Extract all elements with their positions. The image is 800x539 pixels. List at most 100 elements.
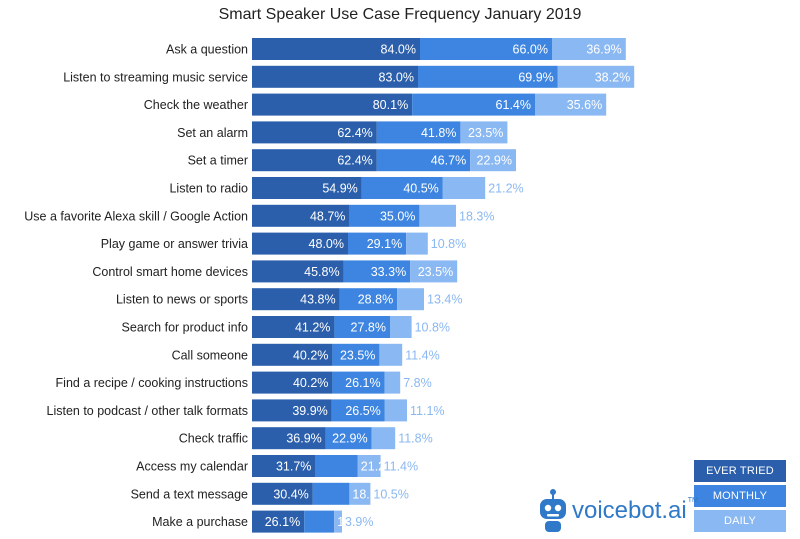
bar-segment-daily [552,38,626,60]
category-label: Call someone [172,348,248,362]
category-label: Listen to radio [169,182,248,196]
data-label: 35.6% [567,98,602,112]
category-label: Access my calendar [136,460,248,474]
data-label: 38.2% [595,70,630,84]
bar-segment-ever-tried [252,455,316,477]
data-label: 27.8% [351,321,386,335]
bar-segment-daily [379,343,403,366]
data-label: 83.0% [379,70,414,84]
logo-tm: TM [687,497,698,504]
category-label: Listen to streaming music service [63,70,248,84]
bar-segment-daily [535,93,607,116]
bar-segment-ever-tried [252,399,332,422]
data-label: 23.5% [418,265,453,279]
category-label: Send a text message [131,487,248,501]
voicebot-logo: voicebot.aiTM [536,488,698,534]
bar-segment-ever-tried [252,149,377,172]
bar-segment-daily [470,149,516,172]
data-label: 30.4% [273,487,308,501]
bar-segment-monthly [304,510,335,533]
data-label: 84.0% [381,43,416,57]
category-label: Set an alarm [177,126,248,140]
data-label: 41.8% [421,126,456,140]
data-label: 48.0% [309,237,344,251]
bar-segment-daily [419,204,456,227]
bar-segment-daily [349,482,371,505]
legend-ever-tried: EVER TRIED [694,460,786,482]
data-label: 26.1% [345,376,380,390]
bar-segment-ever-tried [252,482,313,505]
bar-segment-monthly [418,65,558,88]
bar-segment-daily [406,232,428,255]
data-label: 7.8% [403,376,432,390]
data-label: 43.8% [300,293,335,307]
bar-segment-daily [397,288,424,311]
category-label: Check the weather [144,98,248,112]
bar-segment-daily [334,510,342,533]
data-label: 15.0% [337,515,372,529]
data-label: 21.2% [361,460,396,474]
data-label: 21.2% [488,182,523,196]
bar-segment-monthly [325,427,372,450]
data-label: 22.9% [332,432,367,446]
data-label: 40.5% [403,182,438,196]
data-label: 36.9% [286,432,321,446]
data-label: 29.1% [367,237,402,251]
category-label: Search for product info [122,321,249,335]
category-label: Make a purchase [152,515,248,529]
bar-segment-monthly [339,288,398,311]
bar-segment-monthly [376,149,471,172]
bar-segment-monthly [420,38,552,60]
data-label: 45.8% [304,265,339,279]
bar-segment-daily [460,121,508,144]
bar-segment-ever-tried [252,177,362,199]
category-label: Play game or answer trivia [101,237,248,251]
data-label: 41.2% [295,321,330,335]
bar-segment-ever-tried [252,38,420,60]
logo-brand: voicebot [572,497,662,524]
bar-segment-daily [410,260,458,283]
bar-segment-daily [557,65,635,88]
bar-segment-monthly [315,455,358,477]
data-label: 48.7% [310,209,345,223]
bar-segment-monthly [343,260,411,283]
data-label: 11.4% [384,460,419,474]
category-label: Listen to podcast / other talk formats [47,404,249,418]
data-label: 18.3% [459,209,494,223]
category-label: Use a favorite Alexa skill / Google Acti… [24,209,248,223]
data-label: 54.9% [322,182,357,196]
data-label: 31.7% [276,460,311,474]
bar-segment-ever-tried [252,93,413,116]
bar-segment-ever-tried [252,288,340,311]
bar-segment-monthly [334,316,390,338]
bar-segment-ever-tried [252,260,344,283]
legend-daily: DAILY [694,510,786,532]
chart-title: Smart Speaker Use Case Frequency January… [218,6,582,23]
bar-segment-ever-tried [252,343,333,366]
bar-segment-ever-tried [252,121,377,144]
data-label: 26.1% [265,515,300,529]
bar-segment-monthly [331,399,385,422]
bar-segment-ever-tried [252,510,305,533]
data-label: 39.9% [292,404,327,418]
data-label: 69.9% [518,70,553,84]
bars [252,38,635,533]
data-label: 18.3% [352,487,387,501]
robot-mascot-icon [540,489,566,532]
bar-segment-monthly [332,343,380,366]
data-label: 36.9% [586,43,621,57]
data-label: 40.2% [293,376,328,390]
data-label: 10.8% [415,321,450,335]
logo-wordmark: voicebot.aiTM [572,497,698,525]
data-label: 23.5% [468,126,503,140]
data-label: 23.5% [340,348,375,362]
data-label: 35.0% [380,209,415,223]
data-label: 11.4% [405,348,440,362]
category-label: Find a recipe / cooking instructions [56,376,248,390]
data-label: 11.1% [410,404,445,418]
bar-segment-monthly [312,482,350,505]
bar-segment-monthly [332,371,385,394]
bar-segment-ever-tried [252,316,335,338]
data-label: 28.8% [358,293,393,307]
